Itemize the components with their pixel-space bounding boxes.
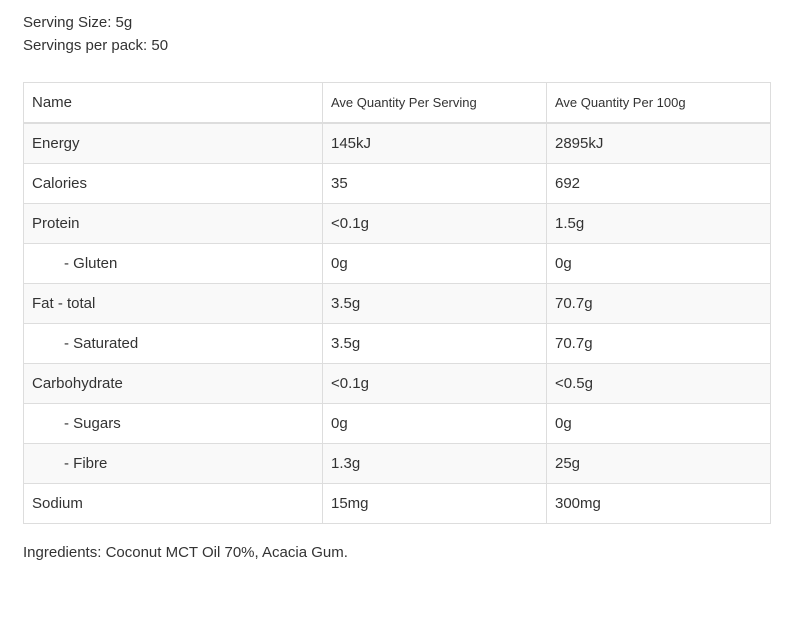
per-100g-value: 0g <box>546 403 771 444</box>
table-row: - Fibre 1.3g 25g <box>23 443 771 484</box>
nutrient-name: Sodium <box>23 483 323 524</box>
nutrient-name: - Saturated <box>23 323 323 364</box>
nutrient-name: Calories <box>23 163 323 204</box>
per-serving-value: <0.1g <box>322 363 547 404</box>
per-serving-value: 1.3g <box>322 443 547 484</box>
per-100g-value: 692 <box>546 163 771 204</box>
table-row: - Gluten 0g 0g <box>23 243 771 284</box>
table-row: Protein <0.1g 1.5g <box>23 203 771 244</box>
per-serving-value: 3.5g <box>322 323 547 364</box>
per-serving-value: 35 <box>322 163 547 204</box>
per-100g-value: 70.7g <box>546 283 771 324</box>
per-100g-value: 1.5g <box>546 203 771 244</box>
table-row: Sodium 15mg 300mg <box>23 483 771 524</box>
serving-size: Serving Size: 5g <box>23 14 133 31</box>
header-per-100g: Ave Quantity Per 100g <box>546 82 771 124</box>
table-header-row: Name Ave Quantity Per Serving Ave Quanti… <box>23 82 771 124</box>
header-name: Name <box>23 82 323 124</box>
table-row: Calories 35 692 <box>23 163 771 204</box>
per-serving-value: 15mg <box>322 483 547 524</box>
per-serving-value: <0.1g <box>322 203 547 244</box>
per-serving-value: 0g <box>322 243 547 284</box>
ingredients-label: Ingredients: <box>23 544 102 561</box>
nutrient-name: Carbohydrate <box>23 363 323 404</box>
nutrient-name: - Fibre <box>23 443 323 484</box>
per-serving-value: 3.5g <box>322 283 547 324</box>
per-100g-value: 0g <box>546 243 771 284</box>
nutrient-name: - Sugars <box>23 403 323 444</box>
ingredients-text: Coconut MCT Oil 70%, Acacia Gum. <box>105 544 348 561</box>
nutrition-table: Name Ave Quantity Per Serving Ave Quanti… <box>23 82 771 524</box>
per-100g-value: <0.5g <box>546 363 771 404</box>
table-row: Carbohydrate <0.1g <0.5g <box>23 363 771 404</box>
header-per-serving: Ave Quantity Per Serving <box>322 82 547 124</box>
per-100g-value: 25g <box>546 443 771 484</box>
ingredients: Ingredients: Coconut MCT Oil 70%, Acacia… <box>23 544 348 561</box>
nutrient-name: Fat - total <box>23 283 323 324</box>
per-serving-value: 145kJ <box>322 122 547 164</box>
per-serving-value: 0g <box>322 403 547 444</box>
per-100g-value: 70.7g <box>546 323 771 364</box>
table-row: - Sugars 0g 0g <box>23 403 771 444</box>
per-100g-value: 2895kJ <box>546 122 771 164</box>
nutrient-name: Protein <box>23 203 323 244</box>
table-row: Fat - total 3.5g 70.7g <box>23 283 771 324</box>
table-row: - Saturated 3.5g 70.7g <box>23 323 771 364</box>
table-row: Energy 145kJ 2895kJ <box>23 122 771 164</box>
servings-per-pack: Servings per pack: 50 <box>23 37 169 54</box>
nutrient-name: - Gluten <box>23 243 323 284</box>
per-100g-value: 300mg <box>546 483 771 524</box>
nutrient-name: Energy <box>23 122 323 164</box>
